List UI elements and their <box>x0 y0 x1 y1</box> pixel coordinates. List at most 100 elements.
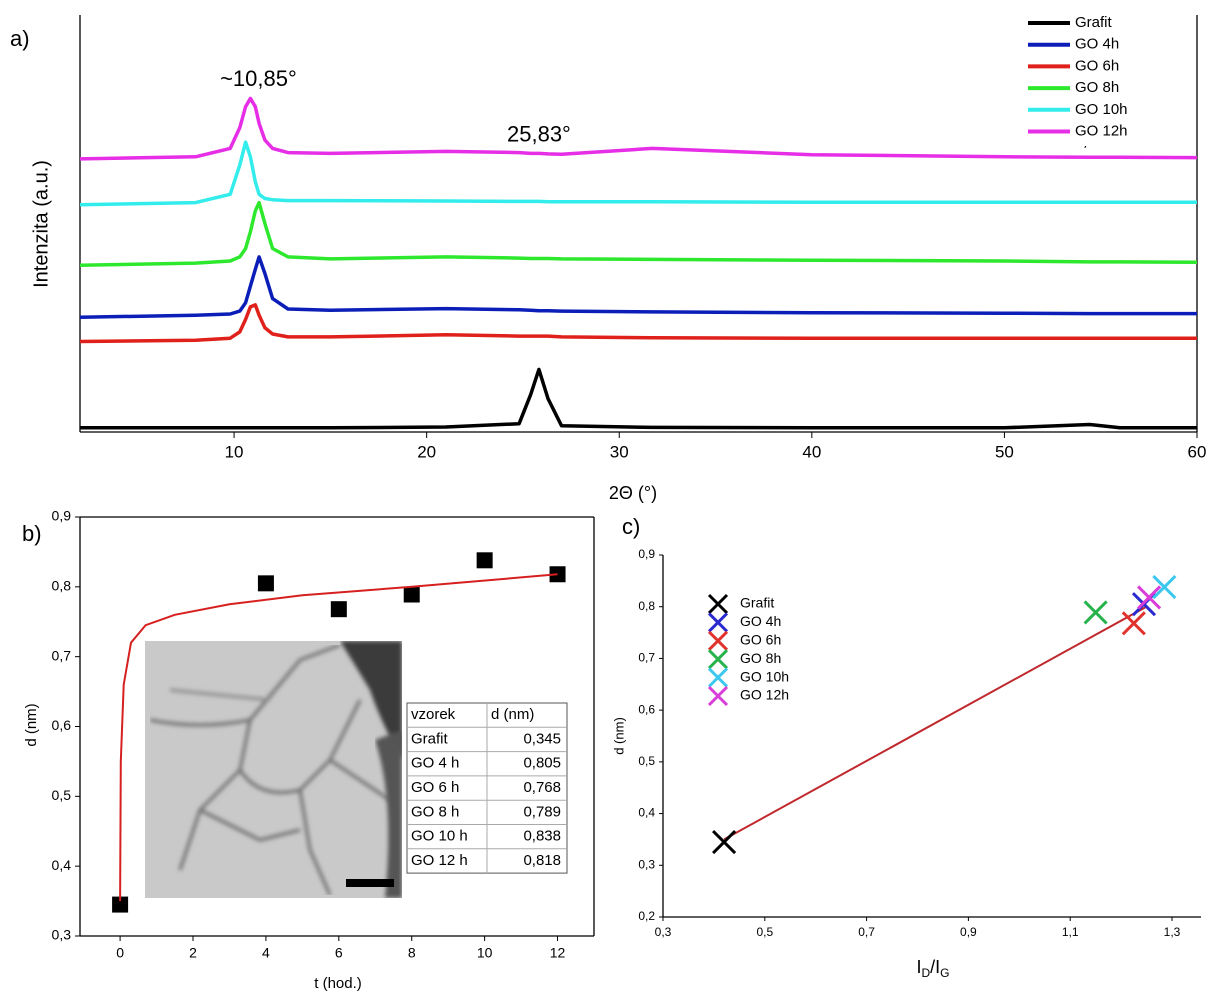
legend-box <box>1022 10 1150 146</box>
table-cell: GO 12 h <box>411 852 468 869</box>
table-cell: Grafit <box>411 730 449 747</box>
tem-image <box>145 641 402 898</box>
table-cell: 0,838 <box>523 828 561 845</box>
y-tick-label: 0,6 <box>52 717 72 733</box>
data-line <box>79 200 1198 267</box>
table-cell: GO 4 h <box>411 755 459 772</box>
x-tick-label: 8 <box>408 945 416 961</box>
panel-label: b) <box>22 521 42 546</box>
y-tick-label: 0,8 <box>52 578 72 594</box>
data-point <box>1121 611 1146 636</box>
data-point <box>1152 575 1177 600</box>
y-tick-label: 0,3 <box>52 927 72 943</box>
x-tick-label: 20 <box>417 442 436 461</box>
legend-label: GO 6h <box>1075 57 1119 74</box>
data-point <box>257 575 274 592</box>
x-label-subscript: G <box>940 966 949 980</box>
legend-swatch <box>707 667 729 688</box>
table-header: d (nm) <box>491 706 534 723</box>
y-tick-label: 0,8 <box>638 599 655 613</box>
data-point <box>549 566 566 583</box>
annotation: 25,83° <box>507 121 571 146</box>
scale-bar <box>346 879 394 887</box>
legend-swatch <box>707 649 729 670</box>
panel-label: a) <box>10 26 30 51</box>
legend-label: GO 12h <box>1075 122 1128 139</box>
y-tick-label: 0,9 <box>638 547 655 561</box>
table-cell: 0,789 <box>523 803 561 820</box>
x-tick-label: 10 <box>477 945 493 961</box>
table-cell: GO 6 h <box>411 779 459 796</box>
legend-label: GO 8h <box>1075 79 1119 96</box>
legend-swatch <box>707 612 729 633</box>
data-point <box>112 896 129 913</box>
y-tick-label: 0,7 <box>638 651 655 665</box>
x-tick-label: 6 <box>335 945 343 961</box>
tem-sheets <box>149 643 391 896</box>
x-tick-label: 4 <box>262 945 270 961</box>
legend-swatch <box>707 593 729 615</box>
x-label-subscript: D <box>921 966 930 980</box>
legend-swatch <box>707 685 729 707</box>
legend-label: GO 10h <box>740 668 789 684</box>
x-tick-label: 0,5 <box>756 925 773 939</box>
legend-label: GO 4h <box>740 613 781 629</box>
y-tick-label: 0,9 <box>52 508 72 524</box>
table-cell: 0,805 <box>523 755 561 772</box>
x-tick-label: 2 <box>189 945 197 961</box>
y-tick-label: 0,6 <box>638 702 655 716</box>
table-cell: 0,345 <box>523 730 561 747</box>
x-label-part: /I <box>930 957 940 977</box>
fit-line <box>723 605 1147 841</box>
x-tick-label: 12 <box>550 945 566 961</box>
data-line <box>79 255 1197 320</box>
legend-label: GO 10h <box>1075 101 1128 118</box>
x-axis-label: ID/IG <box>916 957 949 980</box>
y-tick-label: 0,7 <box>52 647 72 663</box>
y-tick-label: 0,4 <box>52 857 72 873</box>
x-tick-label: 60 <box>1188 442 1207 461</box>
y-axis-label: d (nm) <box>611 717 626 755</box>
x-label-part: I <box>916 957 921 977</box>
data-point <box>403 586 420 603</box>
legend-label: GO 12h <box>740 687 789 703</box>
data-line <box>80 367 1197 430</box>
x-tick-label: 30 <box>610 442 629 461</box>
data-point <box>476 552 493 569</box>
fit-line <box>119 573 558 902</box>
y-axis-label: Intenzita (a.u.) <box>30 160 52 288</box>
legend-label: GO 8h <box>740 650 781 666</box>
table-cell: 0,768 <box>523 779 561 796</box>
data-point <box>1137 585 1162 610</box>
y-axis-label: d (nm) <box>23 703 40 746</box>
legend-label: GO 6h <box>740 632 781 648</box>
y-tick-label: 0,3 <box>638 857 655 871</box>
data-point <box>330 601 347 618</box>
y-tick-label: 0,2 <box>638 909 655 923</box>
legend-label: GO 4h <box>1075 36 1119 53</box>
data-point <box>1083 600 1108 625</box>
x-tick-label: 10 <box>225 442 244 461</box>
table-cell: 0,818 <box>523 852 561 869</box>
annotation: ~10,85° <box>220 66 297 91</box>
y-tick-label: 0,5 <box>638 754 655 768</box>
x-axis-label: t (hod.) <box>314 975 362 992</box>
y-tick-label: 0,4 <box>638 806 655 820</box>
data-line <box>79 140 1197 207</box>
x-tick-label: 40 <box>802 442 821 461</box>
legend-label: Grafit <box>1075 14 1113 31</box>
panel-label: c) <box>622 514 640 539</box>
legend-swatch <box>707 630 729 651</box>
data-line <box>79 303 1197 344</box>
y-tick-label: 0,5 <box>52 787 72 803</box>
table-cell: GO 8 h <box>411 803 459 820</box>
tem-dark-region <box>375 730 402 898</box>
table-header: vzorek <box>411 706 456 723</box>
x-tick-label: 50 <box>995 442 1014 461</box>
tem-background <box>145 641 402 898</box>
x-tick-label: 1,3 <box>1164 925 1181 939</box>
x-tick-label: 0,9 <box>960 925 977 939</box>
data-point <box>712 829 737 855</box>
